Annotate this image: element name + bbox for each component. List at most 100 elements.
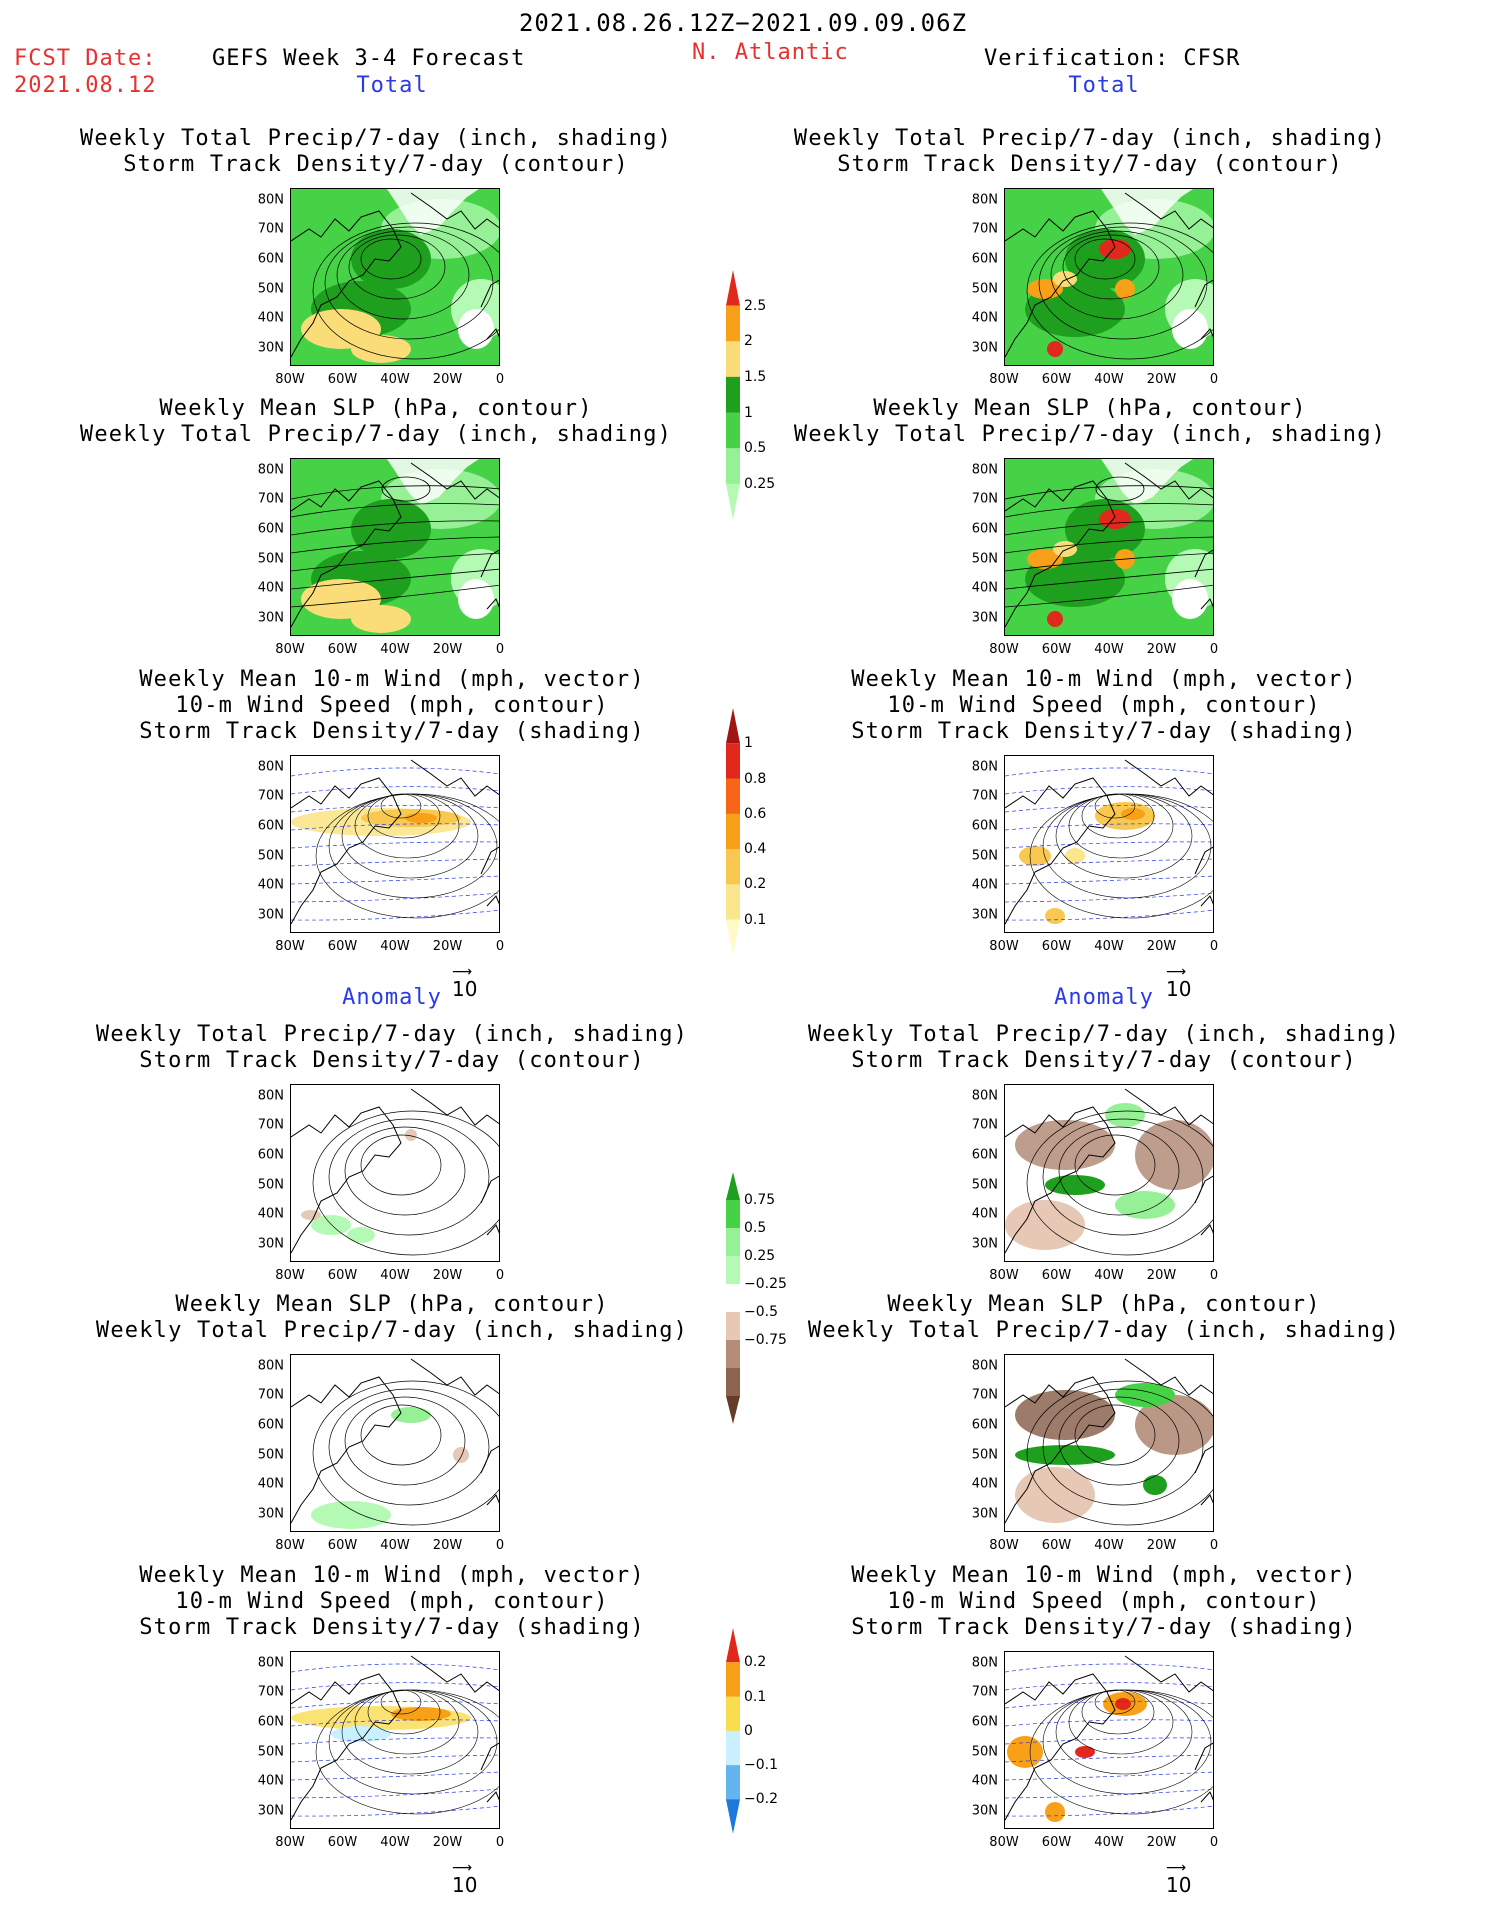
lon-tick-label: 0 xyxy=(495,1538,505,1553)
lat-tick-label: 30N xyxy=(971,907,998,923)
lon-tick-label: 80W xyxy=(989,1538,1019,1553)
lon-tick-label: 20W xyxy=(1146,642,1177,657)
lon-tick-label: 80W xyxy=(275,642,305,657)
colorbar-segment xyxy=(726,813,740,850)
lat-tick-label: 30N xyxy=(257,1803,284,1819)
left-total-precip-panel: 80N 70N 60N 50N 40N 30N 80W 60W 40W 20W 0 xyxy=(258,188,504,387)
lat-tick-label: 50N xyxy=(257,1744,284,1760)
panel-title-line: Weekly Total Precip/7-day (inch, shading… xyxy=(807,1022,1401,1047)
lat-tick-label: 30N xyxy=(971,1236,998,1252)
lon-tick-label: 0 xyxy=(1209,372,1219,387)
panel-title-line: Storm Track Density/7-day (shading) xyxy=(139,719,645,744)
lat-tick-label: 60N xyxy=(971,1714,998,1730)
left-total-label: Total xyxy=(356,73,428,98)
lon-tick-label: 20W xyxy=(432,372,463,387)
panel-title-line: Weekly Total Precip/7-day (inch, shading… xyxy=(793,422,1387,447)
vector-arrow-icon: ⟶ xyxy=(452,1860,473,1876)
right-total-wind-panel: 80N 70N 60N 50N 40N 30N 80W 60W 40W 20W 0 ⟶ 10 xyxy=(972,755,1218,1001)
fcst-date-value: 2021.08.12 xyxy=(14,73,157,98)
lon-tick-label: 60W xyxy=(1041,1835,1072,1850)
map-plot-area xyxy=(290,188,500,366)
lat-tick-label: 50N xyxy=(257,1447,284,1463)
panel-title-line: Storm Track Density/7-day (contour) xyxy=(139,1048,645,1073)
lat-tick-label: 60N xyxy=(257,521,284,537)
lon-tick-label: 20W xyxy=(1146,1268,1177,1283)
panel-title-line: 10-m Wind Speed (mph, contour) xyxy=(175,693,609,718)
right-total-wind-title: Weekly Mean 10-m Wind (mph, vector) 10-m … xyxy=(851,667,1357,745)
colorbar-segment xyxy=(726,1256,740,1285)
lat-tick-label: 50N xyxy=(971,551,998,567)
lon-tick-label: 40W xyxy=(1094,1835,1124,1850)
lat-tick-label: 40N xyxy=(257,877,284,893)
map-plot-area xyxy=(1004,755,1214,933)
right-anomaly-label: Anomaly xyxy=(1054,985,1154,1010)
colorbar-tick-label: 0.1 xyxy=(744,1688,767,1705)
panel-title-line: Storm Track Density/7-day (shading) xyxy=(851,719,1357,744)
lat-tick-label: 30N xyxy=(257,907,284,923)
colorbar-tick-label: 0.6 xyxy=(744,805,767,822)
lat-tick-label: 80N xyxy=(971,1655,998,1671)
lat-tick-label: 70N xyxy=(257,1684,284,1700)
lon-tick-label: 20W xyxy=(1146,1835,1177,1850)
lon-tick-label: 60W xyxy=(327,939,358,954)
lat-tick-label: 80N xyxy=(257,462,284,478)
lon-tick-label: 20W xyxy=(1146,372,1177,387)
lat-tick-label: 60N xyxy=(257,1714,284,1730)
lat-tick-label: 40N xyxy=(971,877,998,893)
panel-title-line: Weekly Total Precip/7-day (inch, shading… xyxy=(79,422,673,447)
left-anomaly-label: Anomaly xyxy=(342,985,442,1010)
lat-tick-label: 70N xyxy=(971,1387,998,1403)
lat-tick-label: 80N xyxy=(257,192,284,208)
lon-tick-label: 40W xyxy=(380,1835,410,1850)
lon-tick-label: 20W xyxy=(432,642,463,657)
panel-title-line: Storm Track Density/7-day (contour) xyxy=(123,152,629,177)
lon-tick-label: 20W xyxy=(432,1835,463,1850)
colorbar-tick-label: −0.1 xyxy=(744,1757,778,1774)
lon-tick-label: 80W xyxy=(275,1835,305,1850)
lat-tick-label: 70N xyxy=(257,1117,284,1133)
vector-reference-value: 10 xyxy=(1166,977,1192,1001)
lon-tick-label: 40W xyxy=(1094,939,1124,954)
lat-tick-label: 60N xyxy=(971,1417,998,1433)
lat-tick-label: 50N xyxy=(257,551,284,567)
lat-tick-label: 30N xyxy=(971,1506,998,1522)
lat-tick-label: 60N xyxy=(257,1417,284,1433)
vector-arrow-icon: ⟶ xyxy=(452,964,473,980)
vector-reference-value: 10 xyxy=(452,1873,478,1897)
region-title: N. Atlantic xyxy=(692,40,849,65)
lat-tick-label: 70N xyxy=(257,1387,284,1403)
lat-tick-label: 80N xyxy=(971,462,998,478)
lat-tick-label: 40N xyxy=(971,1476,998,1492)
lat-tick-label: 40N xyxy=(971,310,998,326)
map-plot-area xyxy=(290,458,500,636)
colorbar-tick-label: 0 xyxy=(744,1722,753,1739)
colorbar-tick-label: 0.25 xyxy=(744,475,776,492)
lat-tick-label: 50N xyxy=(257,1177,284,1193)
panel-title-line: Weekly Mean 10-m Wind (mph, vector) xyxy=(139,667,645,692)
colorbar-bottom-arrow xyxy=(726,1799,740,1834)
fcst-date-label: FCST Date: xyxy=(14,46,157,71)
lon-tick-label: 0 xyxy=(1209,1538,1219,1553)
vector-reference: ⟶ 10 xyxy=(452,1860,478,1897)
colorbar-segment xyxy=(726,1228,740,1257)
lat-tick-label: 30N xyxy=(971,1803,998,1819)
lon-tick-label: 20W xyxy=(432,1538,463,1553)
panel-title-line: 10-m Wind Speed (mph, contour) xyxy=(887,693,1321,718)
colorbar-segment xyxy=(726,1730,740,1766)
colorbar-tick-label: 0.5 xyxy=(744,440,767,457)
left-anom-wind-panel: 80N 70N 60N 50N 40N 30N 80W 60W 40W 20W 0 ⟶ 10 xyxy=(258,1651,504,1897)
map-plot-area xyxy=(290,755,500,933)
lat-tick-label: 30N xyxy=(971,610,998,626)
panel-title-line: Weekly Total Precip/7-day (inch, shading… xyxy=(793,126,1387,151)
panel-title-line: Weekly Mean SLP (hPa, contour) xyxy=(873,396,1307,421)
lat-tick-label: 40N xyxy=(257,580,284,596)
lat-tick-label: 40N xyxy=(257,1476,284,1492)
lat-tick-label: 60N xyxy=(971,1147,998,1163)
colorbar-tick-label: 0.1 xyxy=(744,911,767,928)
panel-title-line: Weekly Mean SLP (hPa, contour) xyxy=(175,1292,609,1317)
left-anom-slp-panel: 80N 70N 60N 50N 40N 30N 80W 60W 40W 20W 0 xyxy=(258,1354,504,1553)
colorbar-tick-label: 0.75 xyxy=(744,1192,776,1208)
lon-tick-label: 20W xyxy=(1146,1538,1177,1553)
lon-tick-label: 20W xyxy=(432,1268,463,1283)
lon-tick-label: 40W xyxy=(1094,1268,1124,1283)
